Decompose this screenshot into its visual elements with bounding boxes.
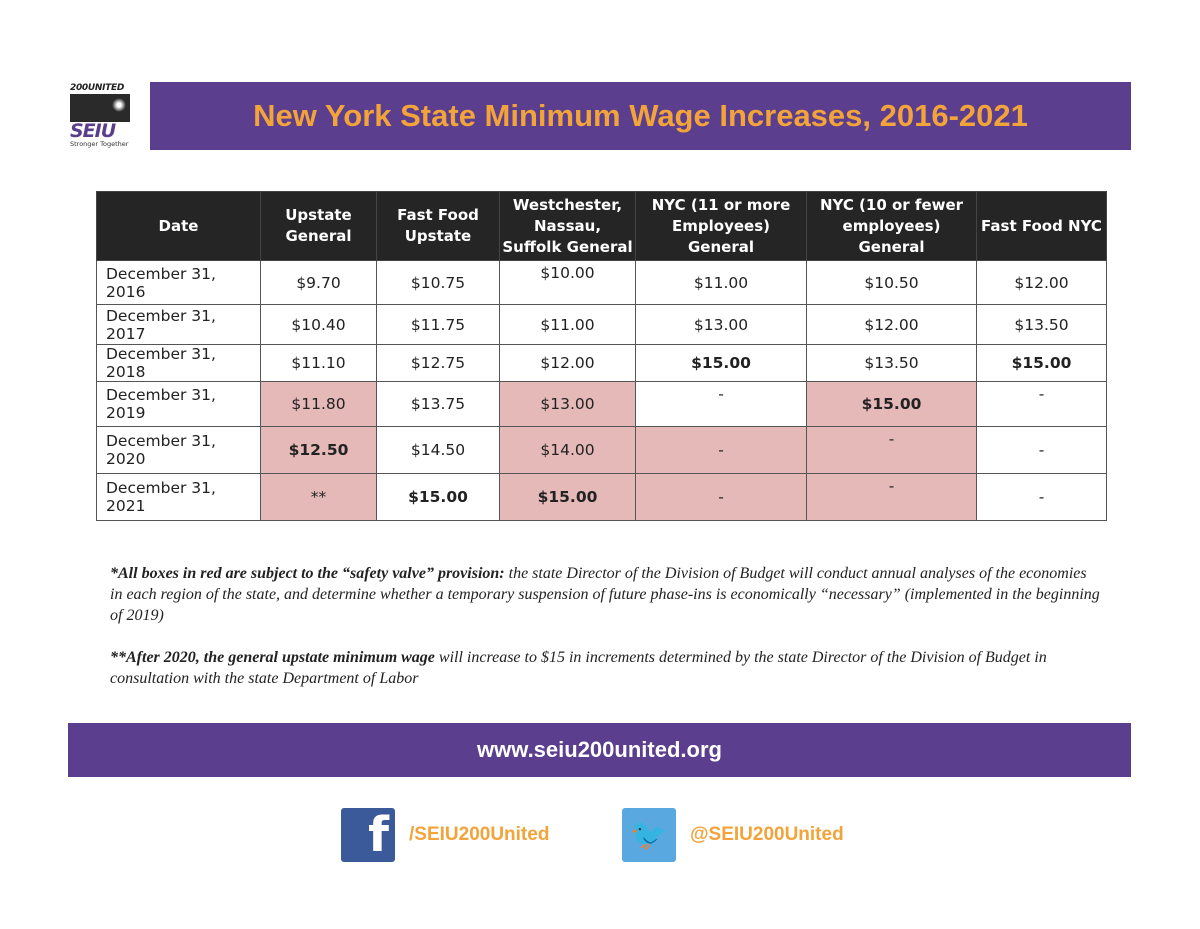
wage-cell: - [635, 473, 807, 521]
logo-tagline: Stronger Together [70, 140, 129, 148]
seiu-logo: 200UNITED SEIU Stronger Together [70, 83, 136, 149]
twitter-icon: 🐦 [622, 808, 676, 862]
wage-cell: $14.00 [499, 426, 636, 474]
wage-cell: - [976, 473, 1107, 521]
twitter-link[interactable]: 🐦 @SEIU200United [622, 808, 844, 862]
wage-cell: - [976, 381, 1107, 427]
wage-table: Date Upstate General Fast Food Upstate West… [96, 191, 1107, 521]
wage-cell: $13.50 [806, 344, 977, 382]
table-row: December 31, 2016 $9.70 $10.75 $10.00 $11.00… [96, 260, 1107, 305]
footnote-bold: *All boxes in red are subject to the “sa… [110, 565, 505, 582]
wage-cell: $11.00 [499, 304, 636, 345]
table-row: December 31, 2018 $11.10 $12.75 $12.00 $15.0… [96, 344, 1107, 382]
footnotes: *All boxes in red are subject to the “sa… [110, 563, 1100, 710]
wage-cell: $14.50 [376, 426, 500, 474]
column-header: Westchester, Nassau, Suffolk General [499, 191, 636, 261]
column-header: Upstate General [260, 191, 377, 261]
wage-cell: $15.00 [499, 473, 636, 521]
column-header: Date [96, 191, 261, 261]
logo-mark [70, 94, 130, 122]
logo-name: SEIU [70, 120, 116, 142]
twitter-handle[interactable]: @SEIU200United [690, 824, 844, 845]
date-cell: December 31, 2016 [96, 260, 261, 305]
date-cell: December 31, 2019 [96, 381, 261, 427]
wage-cell: $13.50 [976, 304, 1107, 345]
wage-cell: $11.80 [260, 381, 377, 427]
wage-cell: $15.00 [376, 473, 500, 521]
wage-cell: - [806, 473, 977, 521]
footnote-text: will increase to $15 in increments deter… [110, 649, 1047, 687]
table-row: December 31, 2017 $10.40 $11.75 $11.00 $13.0… [96, 304, 1107, 345]
column-header: Fast Food Upstate [376, 191, 500, 261]
wage-cell: $9.70 [260, 260, 377, 305]
date-cell: December 31, 2020 [96, 426, 261, 474]
wage-cell: - [976, 426, 1107, 474]
column-header: NYC (11 or more Employees) General [635, 191, 807, 261]
column-header: NYC (10 or fewer employees) General [806, 191, 977, 261]
wage-cell: $10.75 [376, 260, 500, 305]
wage-cell: $13.75 [376, 381, 500, 427]
wage-cell: $12.00 [499, 344, 636, 382]
wage-cell: $10.00 [499, 260, 636, 305]
column-header: Fast Food NYC [976, 191, 1107, 261]
wage-cell: $10.40 [260, 304, 377, 345]
footnote-text: the state Director of the Division of Bu… [110, 565, 1100, 624]
facebook-link[interactable]: f /SEIU200United [341, 808, 549, 862]
wage-cell: $12.00 [976, 260, 1107, 305]
table-header-row: Date Upstate General Fast Food Upstate West… [96, 191, 1107, 261]
wage-cell: $15.00 [806, 381, 977, 427]
logo-top-text: 200UNITED [70, 83, 125, 93]
table-row: December 31, 2019 $11.80 $13.75 $13.00- $15.… [96, 381, 1107, 427]
wage-cell: - [635, 381, 807, 427]
facebook-handle[interactable]: /SEIU200United [409, 824, 550, 845]
wage-cell: $11.10 [260, 344, 377, 382]
title-banner: New York State Minimum Wage Increases, 2… [150, 82, 1131, 150]
wage-cell: $11.75 [376, 304, 500, 345]
footnote-safety-valve: *All boxes in red are subject to the “sa… [110, 563, 1100, 626]
wage-cell: ** [260, 473, 377, 521]
wage-cell: - [806, 426, 977, 474]
wage-cell: $12.50 [260, 426, 377, 474]
footnote-upstate: **After 2020, the general upstate minimu… [110, 647, 1100, 689]
website-link[interactable]: www.seiu200united.org [477, 737, 722, 762]
table-row: December 31, 2021 ** $15.00 $15.00- - - [96, 473, 1107, 521]
page-title: New York State Minimum Wage Increases, 2… [253, 98, 1028, 133]
date-cell: December 31, 2021 [96, 473, 261, 521]
wage-cell: $10.50 [806, 260, 977, 305]
wage-cell: $12.00 [806, 304, 977, 345]
wage-cell: - [635, 426, 807, 474]
table-row: December 31, 2020 $12.50 $14.50 $14.00- - - [96, 426, 1107, 474]
wage-cell: $13.00 [635, 304, 807, 345]
date-cell: December 31, 2018 [96, 344, 261, 382]
wage-cell: $11.00 [635, 260, 807, 305]
wage-cell: $15.00 [635, 344, 807, 382]
wage-cell: $15.00 [976, 344, 1107, 382]
date-cell: December 31, 2017 [96, 304, 261, 345]
facebook-icon: f [341, 808, 395, 862]
wage-cell: $12.75 [376, 344, 500, 382]
footnote-bold: **After 2020, the general upstate minimu… [110, 649, 435, 666]
wage-cell: $13.00 [499, 381, 636, 427]
footer-banner: www.seiu200united.org [68, 723, 1131, 777]
